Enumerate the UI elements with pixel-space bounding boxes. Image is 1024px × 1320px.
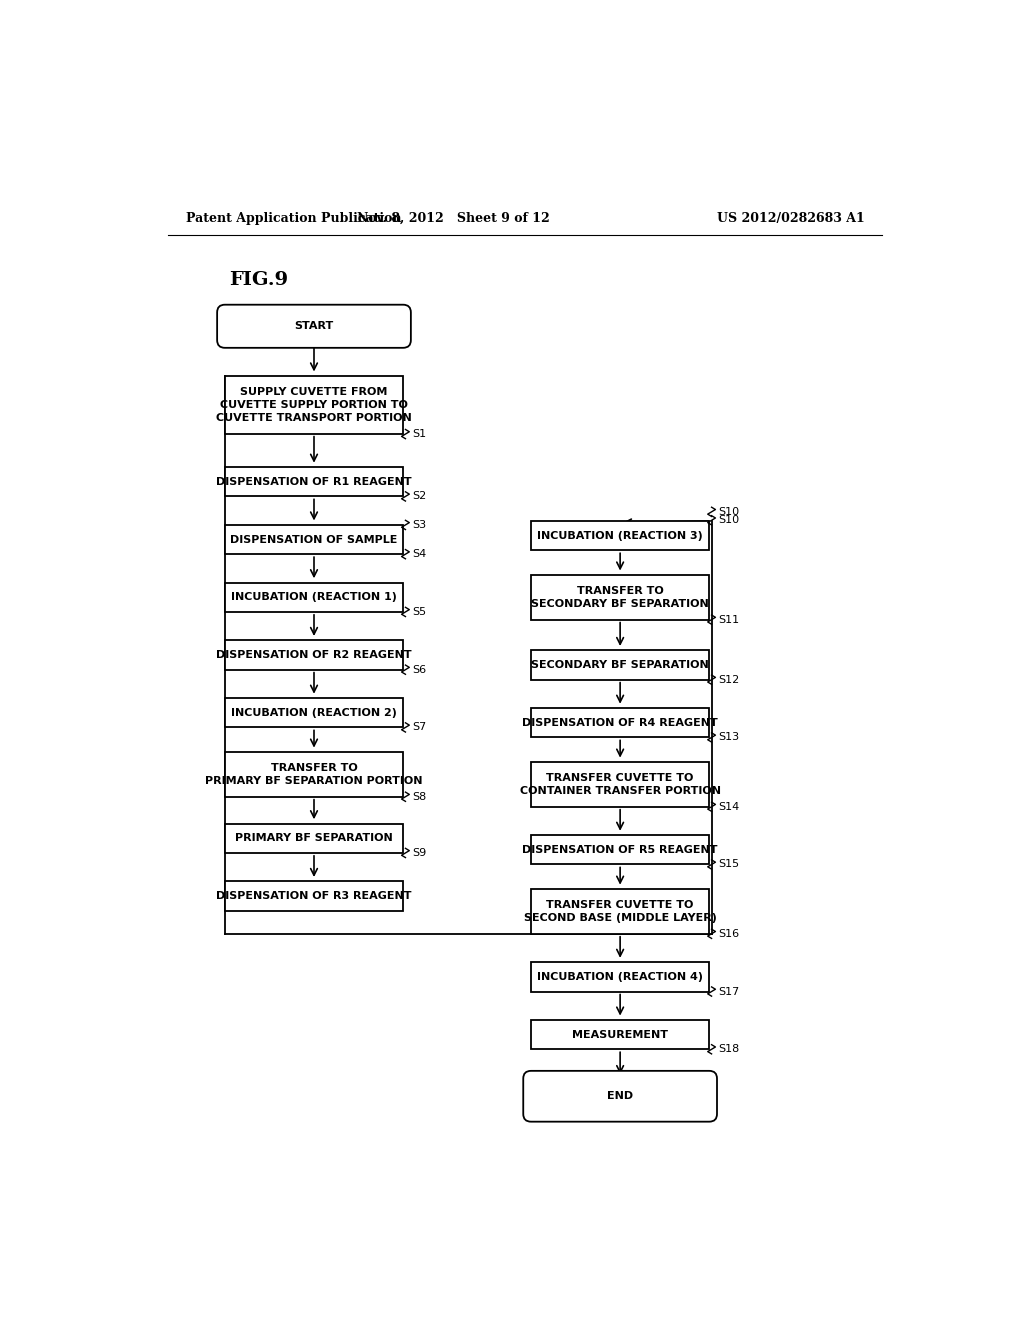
Text: S2: S2 [413,491,427,502]
Text: S18: S18 [719,1044,739,1055]
Text: US 2012/0282683 A1: US 2012/0282683 A1 [717,213,864,224]
Bar [531,1020,710,1049]
Text: TRANSFER CUVETTE TO
SECOND BASE (MIDDLE LAYER): TRANSFER CUVETTE TO SECOND BASE (MIDDLE … [523,900,717,923]
Text: MEASUREMENT: MEASUREMENT [572,1030,668,1040]
Text: DISPENSATION OF R4 REAGENT: DISPENSATION OF R4 REAGENT [522,718,718,727]
Bar [531,890,710,933]
Bar [225,376,403,434]
Bar [225,640,403,669]
Bar [225,882,403,911]
Bar [225,525,403,554]
Text: S11: S11 [719,615,739,624]
Bar [225,824,403,853]
Text: S3: S3 [413,520,427,529]
Bar [531,962,710,991]
Bar [531,521,710,550]
Text: S8: S8 [413,792,427,801]
Text: S17: S17 [719,986,739,997]
Text: INCUBATION (REACTION 1): INCUBATION (REACTION 1) [231,593,397,602]
Text: DISPENSATION OF SAMPLE: DISPENSATION OF SAMPLE [230,535,397,545]
Bar [225,698,403,727]
Text: INCUBATION (REACTION 2): INCUBATION (REACTION 2) [231,708,397,718]
Text: Patent Application Publication: Patent Application Publication [186,213,401,224]
Text: S13: S13 [719,733,739,742]
Bar [531,836,710,865]
Text: S10: S10 [719,515,739,525]
Bar [225,582,403,612]
Bar [531,762,710,807]
Text: SECONDARY BF SEPARATION: SECONDARY BF SEPARATION [531,660,709,671]
Text: DISPENSATION OF R3 REAGENT: DISPENSATION OF R3 REAGENT [216,891,412,902]
Text: SUPPLY CUVETTE FROM
CUVETTE SUPPLY PORTION TO
CUVETTE TRANSPORT PORTION: SUPPLY CUVETTE FROM CUVETTE SUPPLY PORTI… [216,387,412,422]
FancyBboxPatch shape [217,305,411,348]
Bar [531,576,710,619]
Bar [531,708,710,738]
Text: S10: S10 [719,507,739,517]
Text: S15: S15 [719,859,739,870]
Bar [531,651,710,680]
Text: START: START [294,321,334,331]
Text: S7: S7 [413,722,427,733]
Text: DISPENSATION OF R5 REAGENT: DISPENSATION OF R5 REAGENT [522,845,718,855]
Text: INCUBATION (REACTION 3): INCUBATION (REACTION 3) [538,531,703,541]
Text: S4: S4 [413,549,427,560]
Text: S14: S14 [719,801,739,812]
Text: TRANSFER CUVETTE TO
CONTAINER TRANSFER PORTION: TRANSFER CUVETTE TO CONTAINER TRANSFER P… [519,772,721,796]
Text: END: END [607,1092,633,1101]
Text: PRIMARY BF SEPARATION: PRIMARY BF SEPARATION [236,833,393,843]
Text: DISPENSATION OF R1 REAGENT: DISPENSATION OF R1 REAGENT [216,477,412,487]
Text: S9: S9 [413,847,427,858]
Bar [225,467,403,496]
Text: Nov. 8, 2012   Sheet 9 of 12: Nov. 8, 2012 Sheet 9 of 12 [357,213,550,224]
FancyBboxPatch shape [523,1071,717,1122]
Text: TRANSFER TO
SECONDARY BF SEPARATION: TRANSFER TO SECONDARY BF SEPARATION [531,586,709,609]
Text: FIG.9: FIG.9 [228,271,288,289]
Text: S6: S6 [413,665,427,675]
Text: DISPENSATION OF R2 REAGENT: DISPENSATION OF R2 REAGENT [216,649,412,660]
Bar [225,752,403,797]
Text: TRANSFER TO
PRIMARY BF SEPARATION PORTION: TRANSFER TO PRIMARY BF SEPARATION PORTIO… [205,763,423,785]
Text: S12: S12 [719,675,739,685]
Text: S5: S5 [413,607,427,616]
Text: INCUBATION (REACTION 4): INCUBATION (REACTION 4) [538,972,703,982]
Text: S16: S16 [719,929,739,939]
Text: S1: S1 [413,429,427,440]
